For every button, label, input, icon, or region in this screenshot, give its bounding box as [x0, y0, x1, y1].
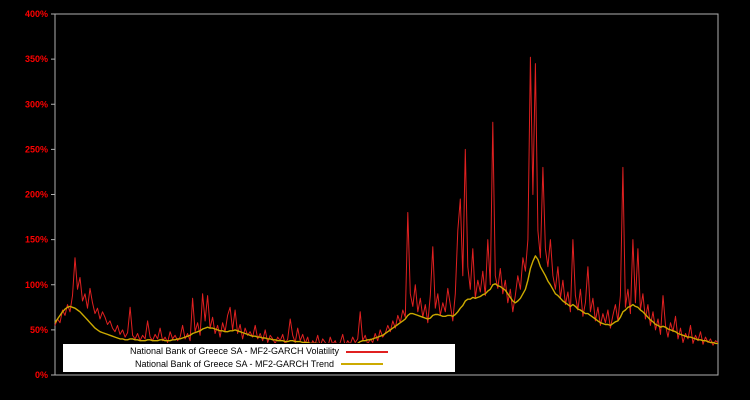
- legend-item-trend: National Bank of Greece SA - MF2-GARCH T…: [63, 358, 455, 369]
- y-tick-label: 400%: [25, 9, 48, 19]
- chart-legend: National Bank of Greece SA - MF2-GARCH V…: [62, 343, 456, 373]
- legend-label-trend: National Bank of Greece SA - MF2-GARCH T…: [134, 358, 335, 369]
- legend-item-volatility: National Bank of Greece SA - MF2-GARCH V…: [63, 347, 455, 356]
- y-tick-label: 100%: [25, 280, 48, 290]
- y-tick-label: 200%: [25, 190, 48, 200]
- y-tick-label: 350%: [25, 54, 48, 64]
- y-tick-label: 150%: [25, 235, 48, 245]
- legend-line-sample-volatility: [346, 350, 389, 353]
- series-line-0: [54, 56, 719, 349]
- y-tick-label: 0%: [35, 370, 48, 380]
- y-tick-label: 250%: [25, 144, 48, 154]
- legend-label-volatility: National Bank of Greece SA - MF2-GARCH V…: [129, 346, 340, 357]
- y-tick-label: 300%: [25, 99, 48, 109]
- legend-line-sample-trend: [341, 363, 384, 366]
- y-tick-label: 50%: [30, 325, 48, 335]
- series-line-1: [54, 255, 718, 347]
